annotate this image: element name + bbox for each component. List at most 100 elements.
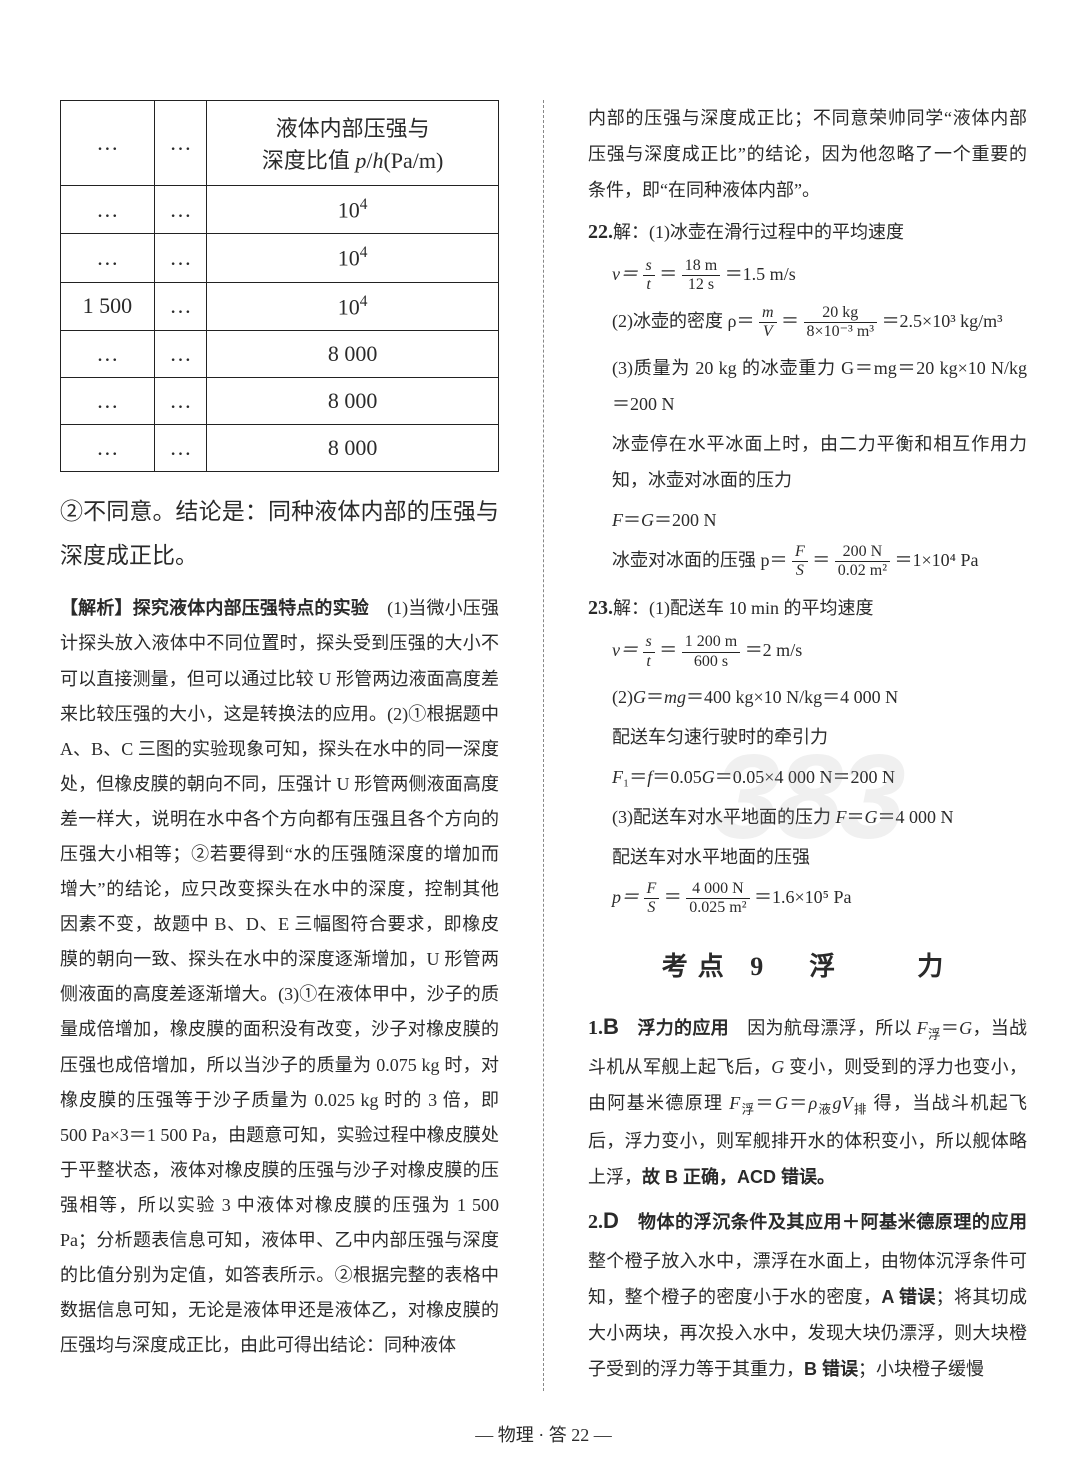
analysis-text: (1)当微小压强计探头放入液体中不同位置时，探头受到压强的大小不可以直接测量，但… xyxy=(60,598,499,1355)
num: 200 N xyxy=(835,543,890,562)
den: 8×10⁻³ m³ xyxy=(804,323,878,341)
den: 0.025 m² xyxy=(686,899,749,917)
left-column: … … 液体内部压强与 深度比值 p/h(Pa/m) ……104 ……104 1… xyxy=(60,100,499,1391)
cell: 8 000 xyxy=(207,377,499,424)
den: t xyxy=(643,276,655,294)
f-text: v＝ xyxy=(612,640,638,660)
q22-line4: 冰壶停在水平冰面上时，由二力平衡和相互作用力知，冰壶对冰面的压力 xyxy=(612,426,1027,498)
q23-line2: (2)G＝mg＝400 kg×10 N/kg＝4 000 N xyxy=(612,679,1027,715)
th-line2: 深度比值 p/h(Pa/m) xyxy=(213,143,492,175)
q1-num: 1. xyxy=(588,1017,603,1039)
q1-topic: 浮力的应用 xyxy=(619,1018,747,1038)
analysis-label: 【解析】探究液体内部压强特点的实验 xyxy=(60,598,369,618)
analysis-block: 【解析】探究液体内部压强特点的实验 (1)当微小压强计探头放入液体中不同位置时，… xyxy=(60,591,499,1363)
den: t xyxy=(643,653,655,671)
frac: 1 200 m600 s xyxy=(682,633,740,671)
q23-label: 解： xyxy=(613,598,649,618)
cell: … xyxy=(61,424,155,471)
cell: 104 xyxy=(207,234,499,282)
q22-formula2: (2)冰壶的密度 ρ＝ mV ＝ 20 kg8×10⁻³ m³ ＝2.5×10³… xyxy=(612,303,1027,342)
frac: st xyxy=(643,633,655,671)
frac: 18 m12 s xyxy=(682,257,720,295)
f-text: ＝2 m/s xyxy=(745,640,803,660)
q23-formula2: p＝ FS ＝ 4 000 N0.025 m² ＝1.6×10⁵ Pa xyxy=(612,879,1027,918)
q1-body: 因为航母漂浮，所以 F浮＝G，当战斗机从军舰上起飞后，G 变小，则受到的浮力也变… xyxy=(588,1018,1027,1187)
cell: … xyxy=(154,330,206,377)
q22-line5: F＝G＝200 N xyxy=(612,502,1027,538)
f-text: ＝ xyxy=(659,640,677,660)
frac: FS xyxy=(644,880,660,918)
q1-block: 1.B 浮力的应用 因为航母漂浮，所以 F浮＝G，当战斗机从军舰上起飞后，G 变… xyxy=(588,1005,1027,1195)
den: 12 s xyxy=(682,276,720,294)
q2-letter: D xyxy=(603,1208,619,1233)
q2-num: 2. xyxy=(588,1211,603,1233)
cell: 104 xyxy=(207,186,499,234)
num: s xyxy=(643,633,655,652)
den: 0.02 m² xyxy=(835,562,890,580)
data-table: … … 液体内部压强与 深度比值 p/h(Pa/m) ……104 ……104 1… xyxy=(60,100,499,472)
f-text: p＝ xyxy=(612,887,639,907)
conclusion-note: ②不同意。结论是：同种液体内部的压强与深度成正比。 xyxy=(60,490,499,577)
q22-formula3: 冰壶对冰面的压强 p＝ FS ＝ 200 N0.02 m² ＝1×10⁴ Pa xyxy=(612,542,1027,581)
q1-bold-end: 故 B 正确，ACD 错误。 xyxy=(642,1167,835,1187)
q22-line1: (1)冰壶在滑行过程中的平均速度 xyxy=(649,222,904,242)
num: 18 m xyxy=(682,257,720,276)
q22-label: 解： xyxy=(613,222,649,242)
cell: 104 xyxy=(207,282,499,330)
num: 4 000 N xyxy=(686,880,749,899)
column-divider xyxy=(543,100,544,1391)
q22-formula1: v＝ st ＝ 18 m12 s ＝1.5 m/s xyxy=(612,256,1027,295)
f-text: ＝1×10⁴ Pa xyxy=(895,550,979,570)
q22-line3: (3)质量为 20 kg 的冰壶重力 G＝mg＝20 kg×10 N/kg＝20… xyxy=(612,350,1027,422)
q22-header: 22.解：(1)冰壶在滑行过程中的平均速度 xyxy=(588,212,1027,252)
num: 20 kg xyxy=(804,304,878,323)
frac: st xyxy=(643,257,655,295)
q2-block: 2.D 物体的浮沉条件及其应用＋阿基米德原理的应用 整个橙子放入水中，漂浮在水面… xyxy=(588,1199,1027,1387)
q23-formula1: v＝ st ＝ 1 200 m600 s ＝2 m/s xyxy=(612,632,1027,671)
cell: 8 000 xyxy=(207,424,499,471)
q23-line1: (1)配送车 10 min 的平均速度 xyxy=(649,598,874,618)
den: S xyxy=(644,899,660,917)
f-text: ＝2.5×10³ kg/m³ xyxy=(882,311,1003,331)
q2-boldA: A 错误 xyxy=(881,1287,935,1307)
f-text: (2)冰壶的密度 ρ＝ xyxy=(612,311,754,331)
frac: 200 N0.02 m² xyxy=(835,543,890,581)
num: 1 200 m xyxy=(682,633,740,652)
f-text: ＝ xyxy=(812,550,830,570)
right-column: 内部的压强与深度成正比；不同意荣帅同学“液体内部压强与深度成正比”的结论，因为他… xyxy=(588,100,1027,1391)
f-text: v＝ xyxy=(612,264,638,284)
num: m xyxy=(759,304,777,323)
page-footer: — 物理 · 答 22 — xyxy=(0,1421,1087,1447)
cell: … xyxy=(154,186,206,234)
num: s xyxy=(643,257,655,276)
q2-body3: ；小块橙子缓慢 xyxy=(858,1359,984,1379)
frac: mV xyxy=(759,304,777,342)
f-text: ＝ xyxy=(781,311,799,331)
f-text: ＝ xyxy=(664,887,682,907)
th-blank2: … xyxy=(154,101,206,186)
num: F xyxy=(792,543,808,562)
den: 600 s xyxy=(682,653,740,671)
q23-line4: F₁＝f＝0.05G＝0.05×4 000 N＝200 N xyxy=(612,759,1027,795)
f-text: ＝1.6×10⁵ Pa xyxy=(754,887,851,907)
q23-num: 23. xyxy=(588,597,613,619)
den: V xyxy=(759,323,777,341)
cell: … xyxy=(154,234,206,282)
cell: … xyxy=(61,186,155,234)
cell: … xyxy=(61,330,155,377)
q23-header: 23.解：(1)配送车 10 min 的平均速度 xyxy=(588,588,1027,628)
frac: 20 kg8×10⁻³ m³ xyxy=(804,304,878,342)
top-continuation: 内部的压强与深度成正比；不同意荣帅同学“液体内部压强与深度成正比”的结论，因为他… xyxy=(588,100,1027,208)
q23-line3: 配送车匀速行驶时的牵引力 xyxy=(612,719,1027,755)
cell: 8 000 xyxy=(207,330,499,377)
f-text: ＝ xyxy=(659,264,677,284)
q23-line5: (3)配送车对水平地面的压力 F＝G＝4 000 N xyxy=(612,799,1027,835)
cell: … xyxy=(61,234,155,282)
f-text: 冰壶对冰面的压强 p＝ xyxy=(612,550,788,570)
section-title: 考点 9 浮 力 xyxy=(588,946,1027,983)
cell: … xyxy=(154,377,206,424)
den: S xyxy=(792,562,808,580)
cell: … xyxy=(61,377,155,424)
q2-boldB: B 错误 xyxy=(804,1359,858,1379)
q23-line6: 配送车对水平地面的压强 xyxy=(612,839,1027,875)
